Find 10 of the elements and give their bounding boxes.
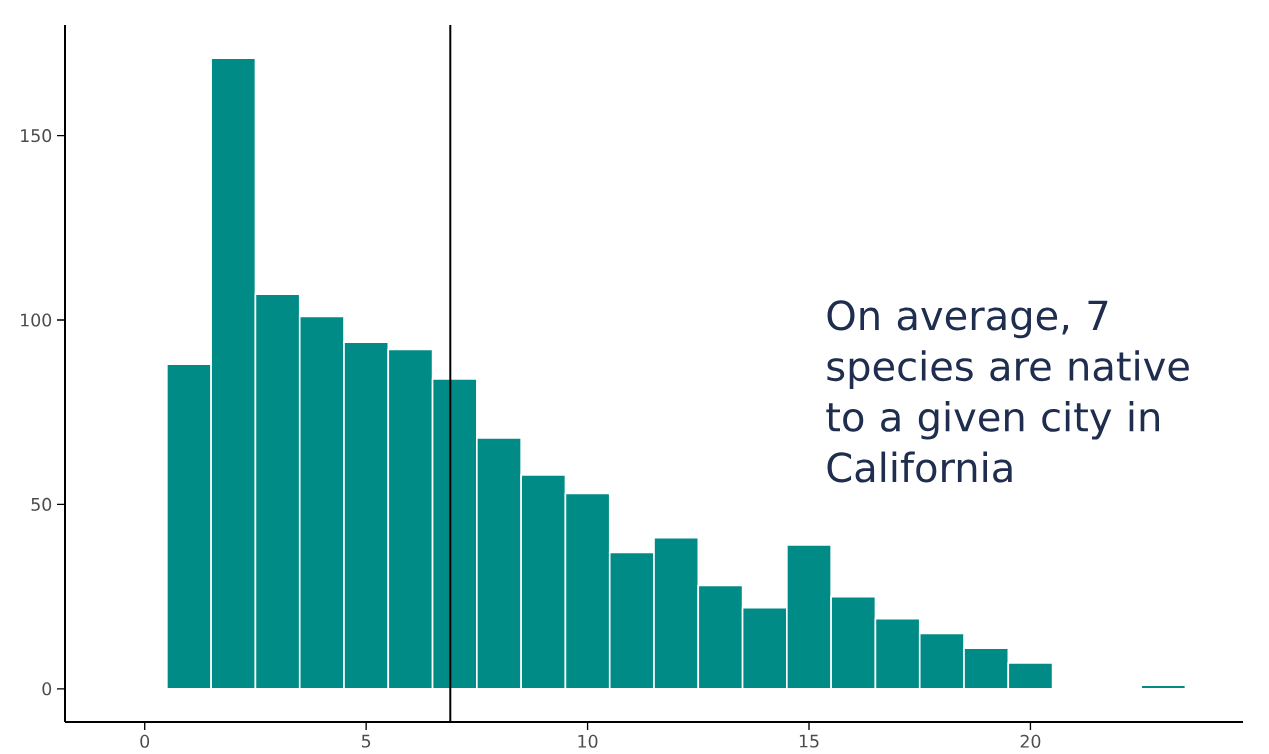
x-tick-label: 10 xyxy=(578,734,598,748)
x-tick-label: 15 xyxy=(799,734,819,748)
y-tick-label: 50 xyxy=(31,497,52,511)
x-tick-label: 5 xyxy=(361,734,371,748)
annotation: On average, 7 species are native to a given city in California xyxy=(826,300,1189,483)
x-tick-label: 20 xyxy=(1020,734,1041,748)
y-tick-label: 150 xyxy=(21,129,52,143)
y-tick-label: 100 xyxy=(21,313,52,327)
x-tick-label: 0 xyxy=(140,734,150,748)
y-tick-label: 0 xyxy=(42,682,52,696)
